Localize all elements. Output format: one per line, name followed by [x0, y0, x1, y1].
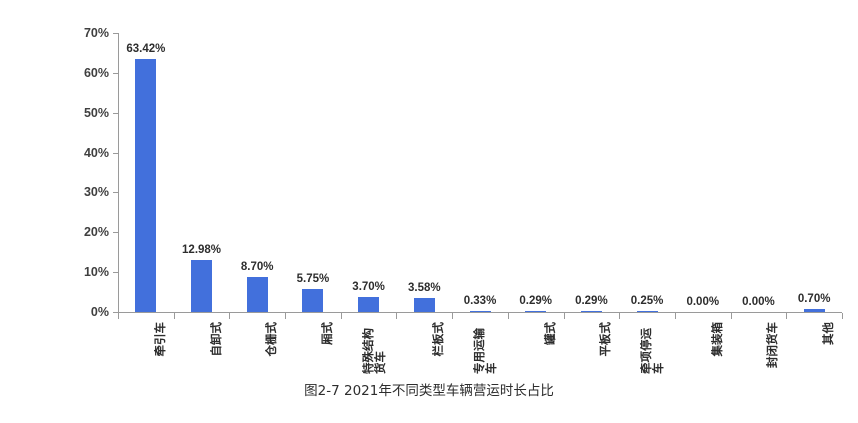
x-tick-label-text: 专用运输车: [472, 328, 499, 374]
x-tick-label-text: 牵引车: [152, 322, 167, 357]
x-tick-mark: [229, 313, 231, 319]
x-tick-label-text: 厢式: [319, 322, 334, 345]
x-tick-mark: [396, 313, 398, 319]
bar-value-label: 12.98%: [182, 244, 222, 257]
x-tick-mark: [173, 313, 175, 319]
bar-value-label: 0.33%: [463, 294, 497, 307]
y-tick-label: 10%: [83, 265, 109, 280]
y-tick-mark: [113, 112, 118, 114]
y-tick-label: 60%: [83, 65, 109, 80]
x-tick-mark: [507, 313, 509, 319]
bar[interactable]: [803, 309, 825, 312]
y-tick-label: 50%: [83, 105, 109, 120]
x-tick-mark: [118, 313, 119, 319]
plot-area: [118, 33, 842, 312]
x-tick-label-text: 特殊结构货车: [360, 328, 387, 374]
bar[interactable]: [413, 297, 435, 312]
x-tick-mark: [340, 313, 342, 319]
y-tick-mark: [113, 232, 118, 234]
x-tick-mark: [619, 313, 621, 319]
x-axis-line: [118, 312, 842, 313]
x-tick-label-text: 罐式: [542, 322, 557, 345]
bar[interactable]: [580, 310, 602, 312]
x-tick-mark: [452, 313, 454, 319]
bar-value-label: 0.00%: [686, 296, 720, 308]
x-tick-mark: [730, 313, 732, 319]
bar[interactable]: [135, 59, 157, 312]
bar[interactable]: [469, 310, 491, 312]
y-tick-label: 30%: [83, 185, 109, 200]
x-tick-mark: [674, 313, 676, 319]
y-tick-mark: [113, 312, 118, 313]
y-tick-label: 40%: [83, 145, 109, 160]
bar[interactable]: [636, 310, 658, 312]
bar[interactable]: [525, 310, 547, 312]
x-tick-label-text: 栏板式: [431, 322, 446, 357]
bar[interactable]: [246, 277, 268, 312]
x-tick-mark: [786, 313, 788, 319]
y-tick-mark: [113, 33, 118, 34]
bar[interactable]: [358, 297, 380, 312]
y-tick-label: 20%: [83, 225, 109, 240]
bar-value-label: 0.70%: [797, 293, 831, 306]
x-tick-label-text: 牵项停运车: [639, 328, 666, 374]
x-tick-label-text: 平板式: [598, 322, 613, 357]
y-tick-mark: [113, 272, 118, 274]
bar[interactable]: [191, 260, 213, 312]
x-tick-label-text: 自卸式: [208, 322, 223, 357]
bar-value-label: 0.29%: [519, 294, 552, 307]
figure-caption: 图2-7 2021年不同类型车辆营运时长占比: [304, 383, 554, 399]
y-tick-mark: [113, 152, 118, 154]
y-tick-label: 70%: [83, 26, 109, 40]
x-tick-mark: [842, 313, 843, 319]
bar-value-label: 0.29%: [575, 294, 608, 307]
bar-value-label: 0.25%: [630, 294, 664, 307]
y-tick-mark: [113, 192, 118, 194]
bar[interactable]: [302, 289, 324, 312]
x-tick-mark: [285, 313, 287, 319]
y-tick-mark: [113, 72, 118, 74]
x-tick-label-text: 封闭货车: [765, 322, 780, 368]
bar-value-label: 63.42%: [126, 43, 166, 56]
x-tick-label-text: 仓栅式: [264, 322, 279, 357]
bar-value-label: 0.00%: [742, 296, 775, 308]
bar-value-label: 8.70%: [240, 261, 274, 274]
x-tick-mark: [563, 313, 565, 319]
y-axis-line: [118, 33, 119, 313]
x-tick-label-text: 其他: [821, 322, 836, 345]
y-tick-label: 0%: [90, 305, 109, 319]
x-tick-label-text: 集装箱: [709, 322, 724, 357]
bar-value-label: 3.58%: [407, 281, 441, 294]
bar-value-label: 3.70%: [352, 281, 385, 294]
bar-value-label: 5.75%: [296, 273, 330, 286]
